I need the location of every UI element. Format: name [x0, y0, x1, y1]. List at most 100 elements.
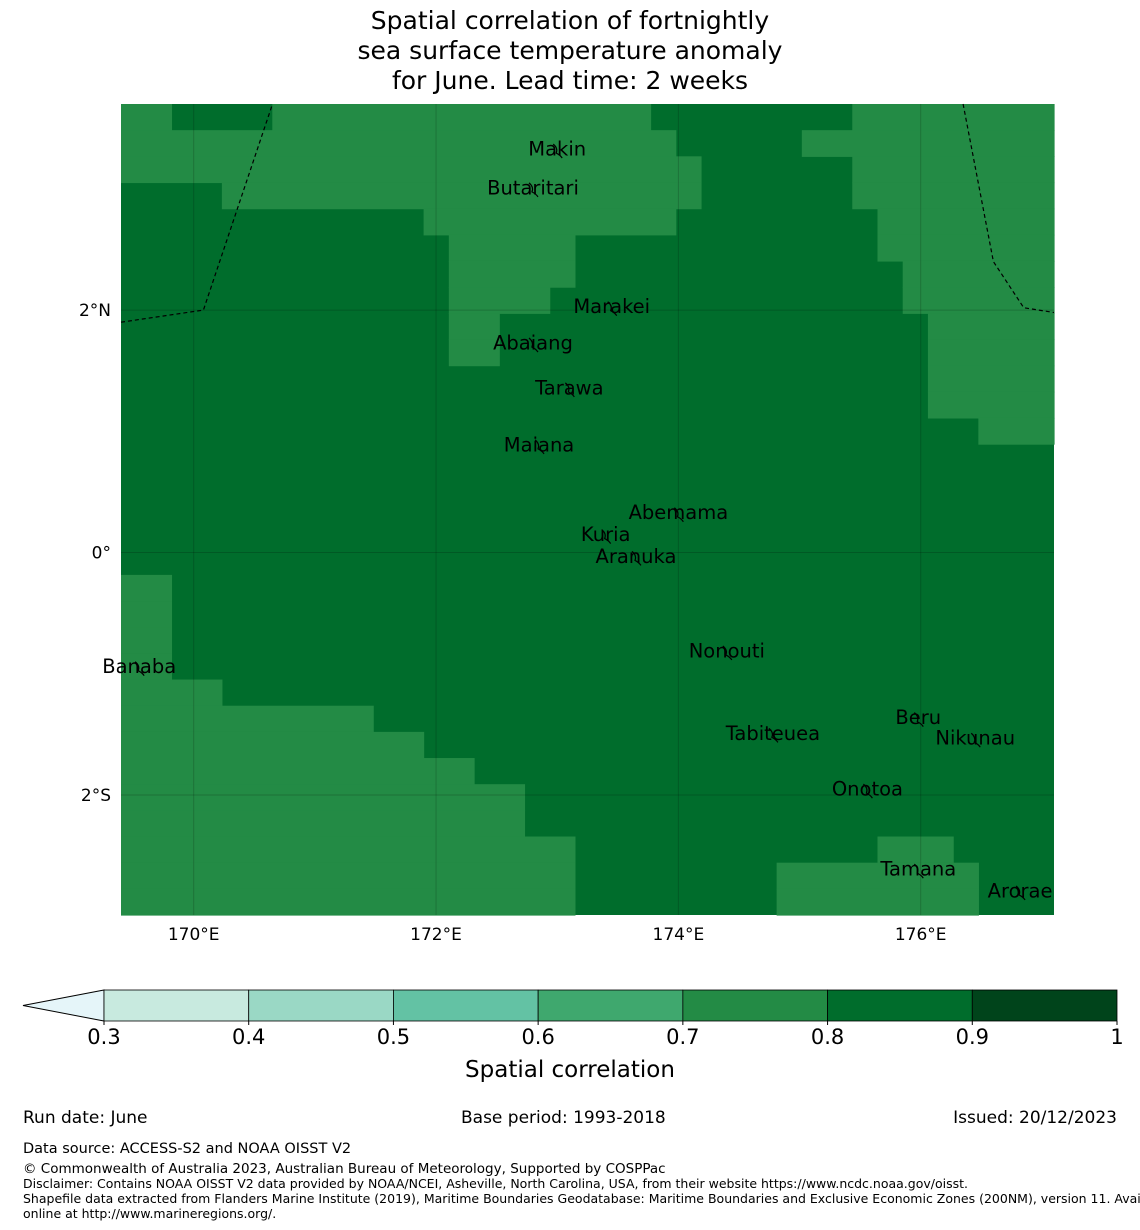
graticule — [121, 104, 1054, 915]
colorbar-extend-arrow — [22, 989, 105, 1022]
grid-cell — [448, 339, 500, 367]
grid-cell — [121, 574, 173, 602]
grid-cell — [448, 260, 576, 288]
grid-cell — [121, 784, 526, 811]
base-period: Base period: 1993-2018 — [461, 1108, 666, 1128]
correlation-grid — [121, 104, 1055, 916]
island-outlines — [134, 143, 1026, 901]
colorbar-tick-label: 1 — [1110, 1025, 1123, 1049]
shapefile-credit-1: Shapefile data extracted from Flanders M… — [23, 1191, 1140, 1206]
colorbar-tick-label: 0.5 — [377, 1025, 410, 1049]
x-tick-label: 174°E — [653, 925, 705, 945]
colorbar-tick-label: 0.9 — [956, 1025, 989, 1049]
colorbar-label: Spatial correlation — [465, 1057, 675, 1083]
colorbar-tick-label: 0.3 — [87, 1025, 120, 1049]
place-label: Abaiang — [493, 332, 573, 355]
title-line-2: sea surface temperature anomaly — [357, 36, 783, 65]
grid-cell — [121, 104, 173, 131]
grid-cell — [121, 810, 526, 838]
colorbar-tick-label: 0.4 — [232, 1025, 265, 1049]
colorbar-segment — [393, 989, 539, 1022]
place-label: Butaritari — [487, 176, 579, 199]
grid-cell — [121, 156, 702, 184]
map-title: Spatial correlation of fortnightly sea s… — [0, 6, 1140, 96]
grid-cell — [121, 731, 425, 759]
island-outline — [631, 550, 642, 566]
grid-cell — [121, 601, 173, 628]
place-label: Makin — [528, 138, 586, 161]
island-outline — [534, 439, 545, 455]
grid-cell — [448, 287, 551, 314]
disclaimer: Disclaimer: Contains NOAA OISST V2 data … — [23, 1176, 968, 1191]
island-outline — [913, 863, 924, 879]
grid-cell — [877, 234, 1055, 262]
island-outline — [913, 712, 924, 727]
place-label: Arorae — [988, 879, 1053, 902]
x-tick-label: 170°E — [168, 925, 220, 945]
colorbar-segment — [248, 989, 394, 1022]
grid-cell — [121, 627, 173, 654]
copyright: © Commonwealth of Australia 2023, Austra… — [23, 1161, 666, 1177]
island-outline — [564, 382, 575, 398]
island-outline — [722, 645, 733, 661]
place-label: Aranuka — [595, 545, 676, 568]
eez-boundary-line — [962, 103, 1055, 314]
grid-cell — [121, 758, 475, 785]
title-line-1: Spatial correlation of fortnightly — [370, 6, 770, 35]
grid-cell — [978, 417, 1055, 445]
x-tick-label: 176°E — [895, 925, 947, 945]
y-tick-label: 2°S — [81, 786, 111, 806]
place-label: Kuria — [581, 523, 631, 546]
colorbar-segment — [971, 989, 1118, 1022]
island-outline — [601, 529, 612, 544]
grid-cell — [927, 365, 1055, 393]
grid-cell — [423, 208, 677, 236]
island-outline — [673, 507, 684, 523]
island-outline — [863, 783, 873, 799]
place-label: Nikunau — [935, 727, 1015, 750]
grid-cell — [852, 156, 1055, 184]
grid-cell — [121, 862, 576, 890]
grid-cell — [927, 339, 1055, 367]
y-tick-label: 2°N — [79, 301, 111, 321]
grid-cell — [902, 260, 1055, 288]
run-date: Run date: June — [23, 1108, 148, 1128]
x-tick-label: 172°E — [410, 925, 462, 945]
grid-cell — [121, 888, 576, 916]
place-label: Nonouti — [689, 639, 765, 662]
grid-cell — [776, 888, 979, 916]
island-outline — [134, 661, 145, 677]
island-outline — [528, 182, 539, 198]
island-outline — [768, 727, 779, 743]
colorbar-segment — [827, 989, 973, 1022]
colorbar-tick-label: 0.6 — [521, 1025, 554, 1049]
grid-cell — [801, 130, 1055, 157]
place-label: Abemama — [629, 501, 729, 524]
place-label: Marakei — [573, 295, 650, 318]
grid-cell — [448, 313, 500, 341]
issued-date: Issued: 20/12/2023 — [953, 1108, 1117, 1128]
place-label: Tabiteuea — [725, 722, 820, 745]
island-outline — [970, 732, 981, 748]
axis-ticks: 170°E 172°E 174°E 176°E 2°N 0° 2°S — [79, 301, 947, 945]
grid-cell — [121, 653, 173, 681]
grid-cell — [776, 862, 979, 890]
grid-cell — [272, 104, 652, 131]
grid-cell — [121, 679, 223, 707]
grid-cell — [852, 182, 1055, 210]
grid-cell — [902, 287, 1055, 314]
grid-cell — [121, 836, 576, 864]
island-outline — [552, 143, 563, 159]
grid-cell — [927, 313, 1055, 341]
grid-cell — [448, 234, 576, 262]
place-label: Tamana — [879, 858, 956, 881]
grid-cell — [121, 705, 374, 733]
title-line-3: for June. Lead time: 2 weeks — [391, 66, 749, 95]
place-label: Beru — [895, 706, 941, 729]
grid-cell — [927, 391, 1055, 419]
data-source: Data source: ACCESS-S2 and NOAA OISST V2 — [23, 1141, 352, 1157]
place-label: Tarawa — [534, 376, 604, 399]
grid-cell — [877, 208, 1055, 236]
